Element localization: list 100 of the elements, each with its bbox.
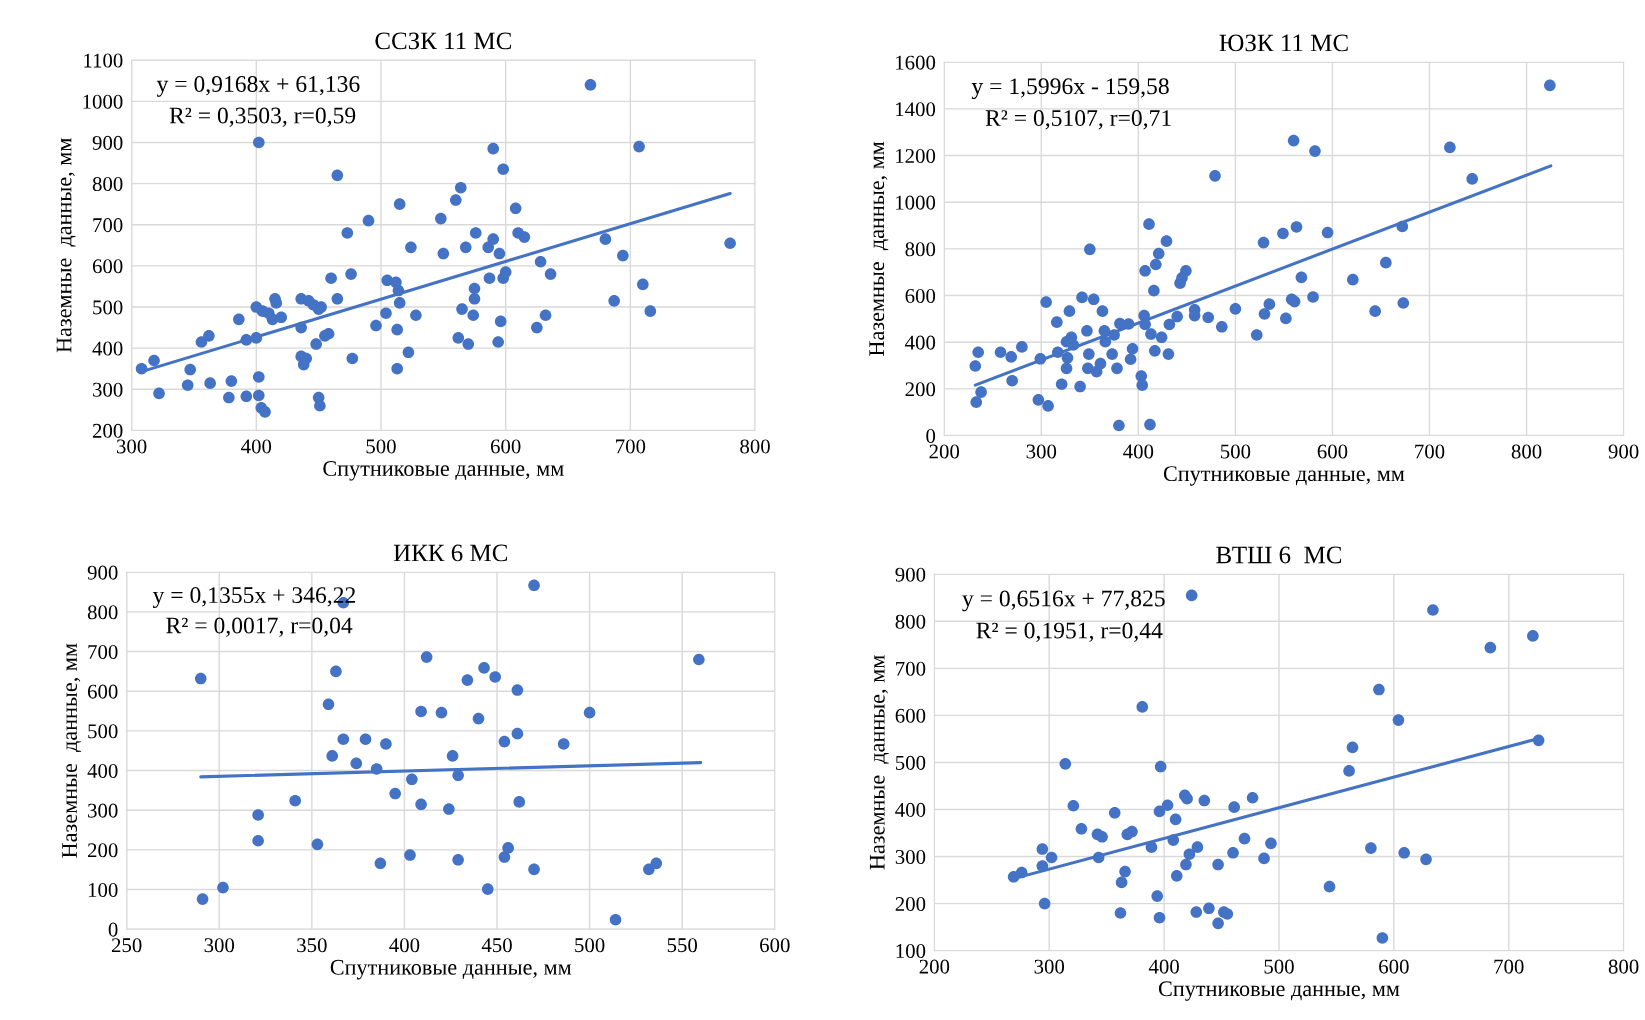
annotation: R² = 0,3503, r=0,59 — [169, 107, 356, 127]
annotation: y = 0,1355x + 346,22 — [152, 587, 355, 608]
point — [511, 727, 524, 740]
y-tick-label: 200 — [92, 423, 123, 438]
point — [1154, 760, 1167, 773]
point — [289, 794, 301, 807]
point — [1203, 902, 1215, 915]
point — [1059, 758, 1072, 770]
annotation: y = 1,5996x - 159,58 — [971, 78, 1169, 100]
x-tick-label: 550 — [667, 938, 698, 953]
point — [461, 674, 474, 686]
point — [1036, 843, 1049, 855]
x-tick-label: 300 — [1034, 959, 1065, 974]
y-tick-label: 400 — [92, 341, 123, 356]
point — [194, 672, 207, 685]
y-tick-label: 100 — [896, 944, 926, 959]
point — [1170, 870, 1183, 882]
x-tick-label: 600 — [760, 938, 790, 953]
point — [311, 838, 324, 851]
chart-title: ИКК 6 МС — [393, 544, 507, 562]
point — [452, 769, 464, 782]
y-tick-label: 500 — [93, 300, 123, 315]
point — [322, 698, 335, 711]
point — [1212, 917, 1224, 930]
point — [1190, 906, 1203, 918]
point — [1075, 822, 1088, 835]
point — [1258, 852, 1270, 865]
point — [326, 750, 339, 762]
x-tick-label: 500 — [575, 938, 605, 953]
point — [1045, 851, 1058, 864]
y-tick-label: 600 — [895, 708, 926, 723]
point — [196, 893, 209, 905]
point — [359, 733, 372, 746]
x-tick-label: 500 — [366, 439, 396, 454]
point — [1398, 846, 1411, 859]
point — [1228, 801, 1240, 813]
point — [650, 857, 663, 870]
point — [217, 881, 229, 894]
point — [557, 738, 570, 750]
point — [404, 849, 416, 861]
point — [337, 733, 350, 746]
y-tick-label: 800 — [92, 176, 123, 192]
point — [1169, 813, 1182, 826]
y-tick-label: 1000 — [896, 195, 936, 210]
point — [1392, 714, 1405, 726]
point — [489, 671, 501, 683]
point — [1115, 876, 1128, 889]
point — [1036, 860, 1049, 872]
y-axis-title: Наземные данные, мм — [869, 655, 889, 870]
point — [1151, 890, 1164, 902]
y-tick-label: 0 — [108, 922, 118, 937]
point — [1185, 589, 1198, 602]
x-tick-label: 300 — [116, 439, 147, 454]
annotation: R² = 0,5107, r=0,71 — [985, 110, 1171, 130]
point — [513, 796, 526, 808]
y-tick-label: 1400 — [896, 102, 936, 117]
y-tick-label: 900 — [92, 135, 123, 150]
point — [350, 757, 363, 770]
point — [498, 851, 511, 863]
y-tick-label: 1600 — [896, 55, 936, 70]
point — [252, 834, 264, 847]
y-tick-label: 900 — [87, 565, 118, 580]
point — [1532, 734, 1545, 747]
point — [452, 853, 464, 866]
point — [420, 651, 433, 663]
y-tick-label: 800 — [895, 614, 926, 629]
point — [1153, 911, 1166, 924]
x-tick-label: 200 — [919, 959, 950, 974]
chart-title: ВТШ 6 МС — [1216, 546, 1342, 564]
y-tick-label: 300 — [88, 803, 118, 818]
x-tick-label: 300 — [1026, 444, 1057, 459]
y-axis-title: Наземные данные, мм — [869, 141, 889, 356]
x-tick-label: 400 — [241, 439, 272, 454]
y-tick-label: 0 — [926, 428, 936, 443]
y-tick-label: 400 — [87, 763, 118, 778]
y-tick-label: 200 — [895, 896, 926, 912]
point — [1108, 806, 1121, 819]
point — [380, 738, 392, 750]
point — [1067, 799, 1080, 812]
point — [1136, 701, 1149, 713]
y-tick-label: 600 — [87, 684, 118, 699]
point — [415, 798, 427, 811]
point — [1346, 741, 1359, 754]
y-tick-label: 400 — [905, 335, 936, 350]
x-tick-label: 300 — [204, 938, 235, 953]
point — [1191, 841, 1204, 853]
x-tick-label: 800 — [1511, 444, 1542, 459]
point — [415, 705, 427, 718]
x-tick-label: 450 — [481, 938, 512, 953]
point — [1183, 848, 1196, 860]
point — [1167, 834, 1180, 846]
y-tick-label: 100 — [88, 882, 118, 897]
point — [1180, 858, 1192, 871]
point — [1096, 830, 1108, 843]
annotation: y = 0,9168x + 61,136 — [156, 76, 360, 97]
annotation: R² = 0,1951, r=0,44 — [976, 622, 1163, 642]
x-tick-label: 500 — [1220, 444, 1251, 459]
x-axis-title: Спутниковые данные, мм — [1163, 466, 1405, 486]
point — [1365, 842, 1377, 854]
point — [443, 803, 455, 815]
